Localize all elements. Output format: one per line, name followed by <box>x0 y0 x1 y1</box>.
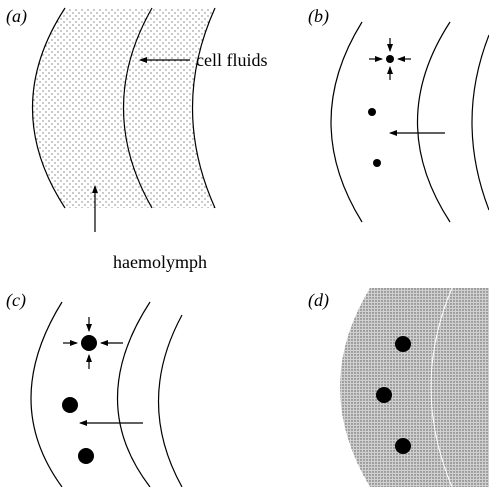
particle <box>373 159 381 167</box>
particle <box>395 336 411 352</box>
particle <box>78 448 94 464</box>
annotation: cell fluids <box>196 50 267 70</box>
particle <box>386 55 394 63</box>
panel-label: (b) <box>308 6 329 27</box>
particle <box>81 335 97 351</box>
panel-label: (d) <box>308 290 329 311</box>
membrane-arc <box>31 302 62 487</box>
panel-label: (c) <box>6 290 26 311</box>
fluid-region <box>340 288 489 487</box>
membrane-arc <box>472 35 489 210</box>
particle <box>368 108 376 116</box>
particle <box>395 438 411 454</box>
panel-b: (b) <box>308 6 489 222</box>
panel-a: (a) cell fluids haemolymph <box>6 6 267 272</box>
membrane-arc <box>331 22 362 222</box>
particle <box>62 397 78 413</box>
annotation: haemolymph <box>113 252 207 272</box>
panel-label: (a) <box>6 6 27 27</box>
diagram: (a) cell fluids haemolymph (b) (c) <box>0 0 489 487</box>
panel-d: (d) <box>308 288 489 487</box>
membrane-arc <box>159 315 183 487</box>
panel-c: (c) <box>6 290 182 487</box>
membrane-arc <box>418 22 451 222</box>
particle <box>376 387 392 403</box>
membrane-arc <box>118 302 151 487</box>
